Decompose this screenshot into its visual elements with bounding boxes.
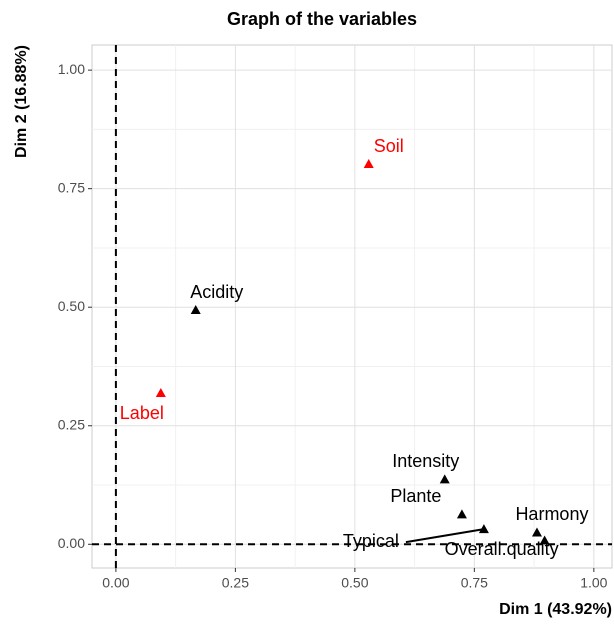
point-label: Typical (343, 531, 399, 551)
y-tick-label: 1.00 (58, 61, 85, 77)
point-label: Intensity (392, 451, 459, 471)
point (155, 388, 166, 398)
point-label: Soil (374, 136, 404, 156)
leader-line (405, 528, 485, 544)
x-tick-label: 0.50 (341, 575, 368, 591)
y-tick-label: 0.00 (58, 535, 85, 551)
point (456, 509, 467, 519)
point-label: Acidity (190, 282, 243, 302)
plot-panel (91, 44, 613, 569)
point-label: Plante (390, 486, 441, 506)
point-label: Label (120, 403, 164, 423)
y-axis-label: Dim 2 (16.88%) (13, 45, 30, 158)
x-axis-label: Dim 1 (43.92%) (499, 601, 612, 618)
point (439, 474, 450, 484)
point (531, 527, 542, 537)
x-tick-label: 0.25 (222, 575, 249, 591)
x-tick-label: 1.00 (580, 575, 607, 591)
chart-title: Graph of the variables (227, 9, 417, 29)
y-tick-label: 0.25 (58, 416, 85, 432)
x-tick-label: 0.00 (102, 575, 129, 591)
point (539, 535, 550, 545)
point (478, 524, 489, 534)
point-label: Overall.quality (445, 539, 559, 559)
y-tick-label: 0.75 (58, 179, 85, 195)
point (363, 159, 374, 169)
y-tick-label: 0.50 (58, 298, 85, 314)
point (190, 305, 201, 315)
x-tick-label: 0.75 (461, 575, 488, 591)
point-label: Harmony (515, 504, 588, 524)
